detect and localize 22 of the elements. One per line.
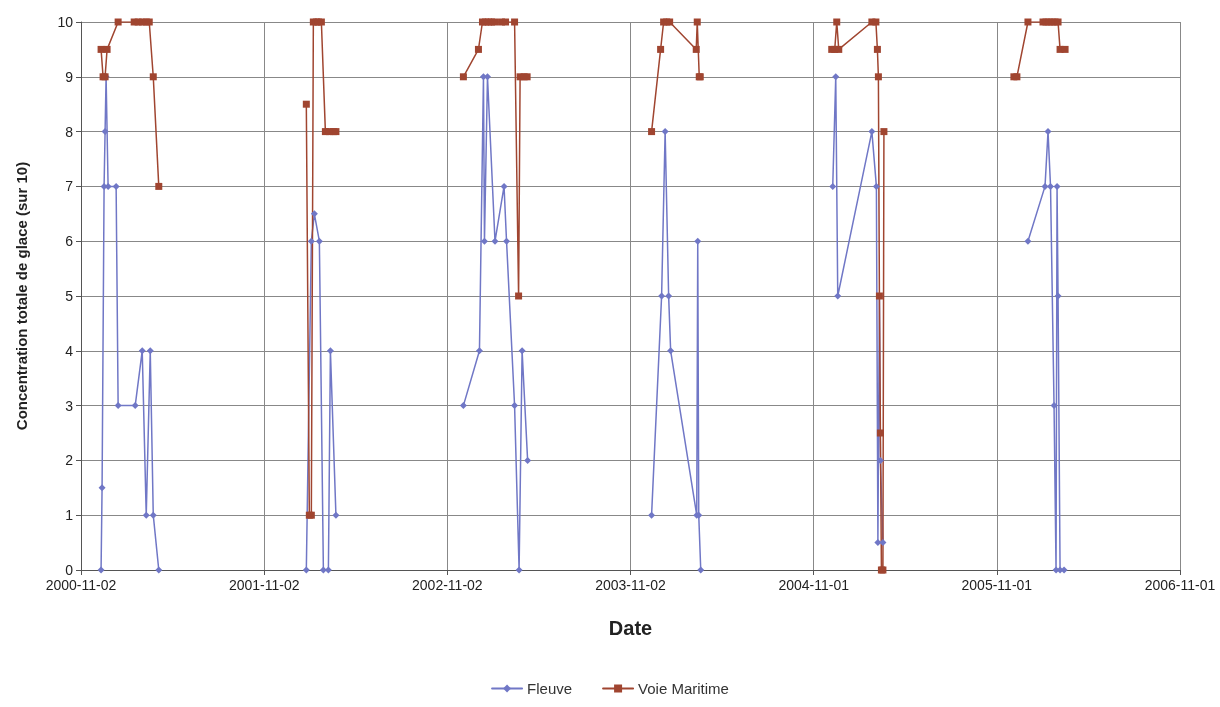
y-tick-label: 5 bbox=[65, 288, 74, 304]
y-tick-label: 6 bbox=[65, 233, 74, 250]
x-tick-label: 2004-11-01 bbox=[778, 577, 850, 593]
y-tick-label: 8 bbox=[65, 123, 74, 140]
y-tick-label: 4 bbox=[65, 342, 74, 359]
y-tick-label: 3 bbox=[65, 397, 74, 414]
x-axis-title: Date bbox=[608, 617, 653, 639]
legend-label: Fleuve bbox=[527, 680, 573, 697]
y-tick-label: 0 bbox=[65, 562, 74, 578]
x-tick-label: 2006-11-01 bbox=[1144, 577, 1216, 593]
y-tick-label: 2 bbox=[65, 452, 74, 469]
x-tick-label: 2003-11-02 bbox=[595, 577, 666, 593]
y-tick-label: 10 bbox=[57, 14, 74, 30]
y-axis-title: Concentration totale de glace (sur 10) bbox=[13, 161, 30, 431]
legend-label: Voie Maritime bbox=[638, 680, 729, 697]
y-tick-label: 9 bbox=[65, 68, 74, 85]
y-tick-label: 1 bbox=[65, 507, 74, 524]
x-tick-label: 2005-11-01 bbox=[961, 577, 1033, 593]
x-tick-label: 2001-11-02 bbox=[228, 577, 300, 593]
x-tick-label: 2000-11-02 bbox=[45, 577, 117, 593]
x-tick-label: 2002-11-02 bbox=[412, 577, 483, 593]
y-tick-label: 7 bbox=[65, 178, 74, 195]
